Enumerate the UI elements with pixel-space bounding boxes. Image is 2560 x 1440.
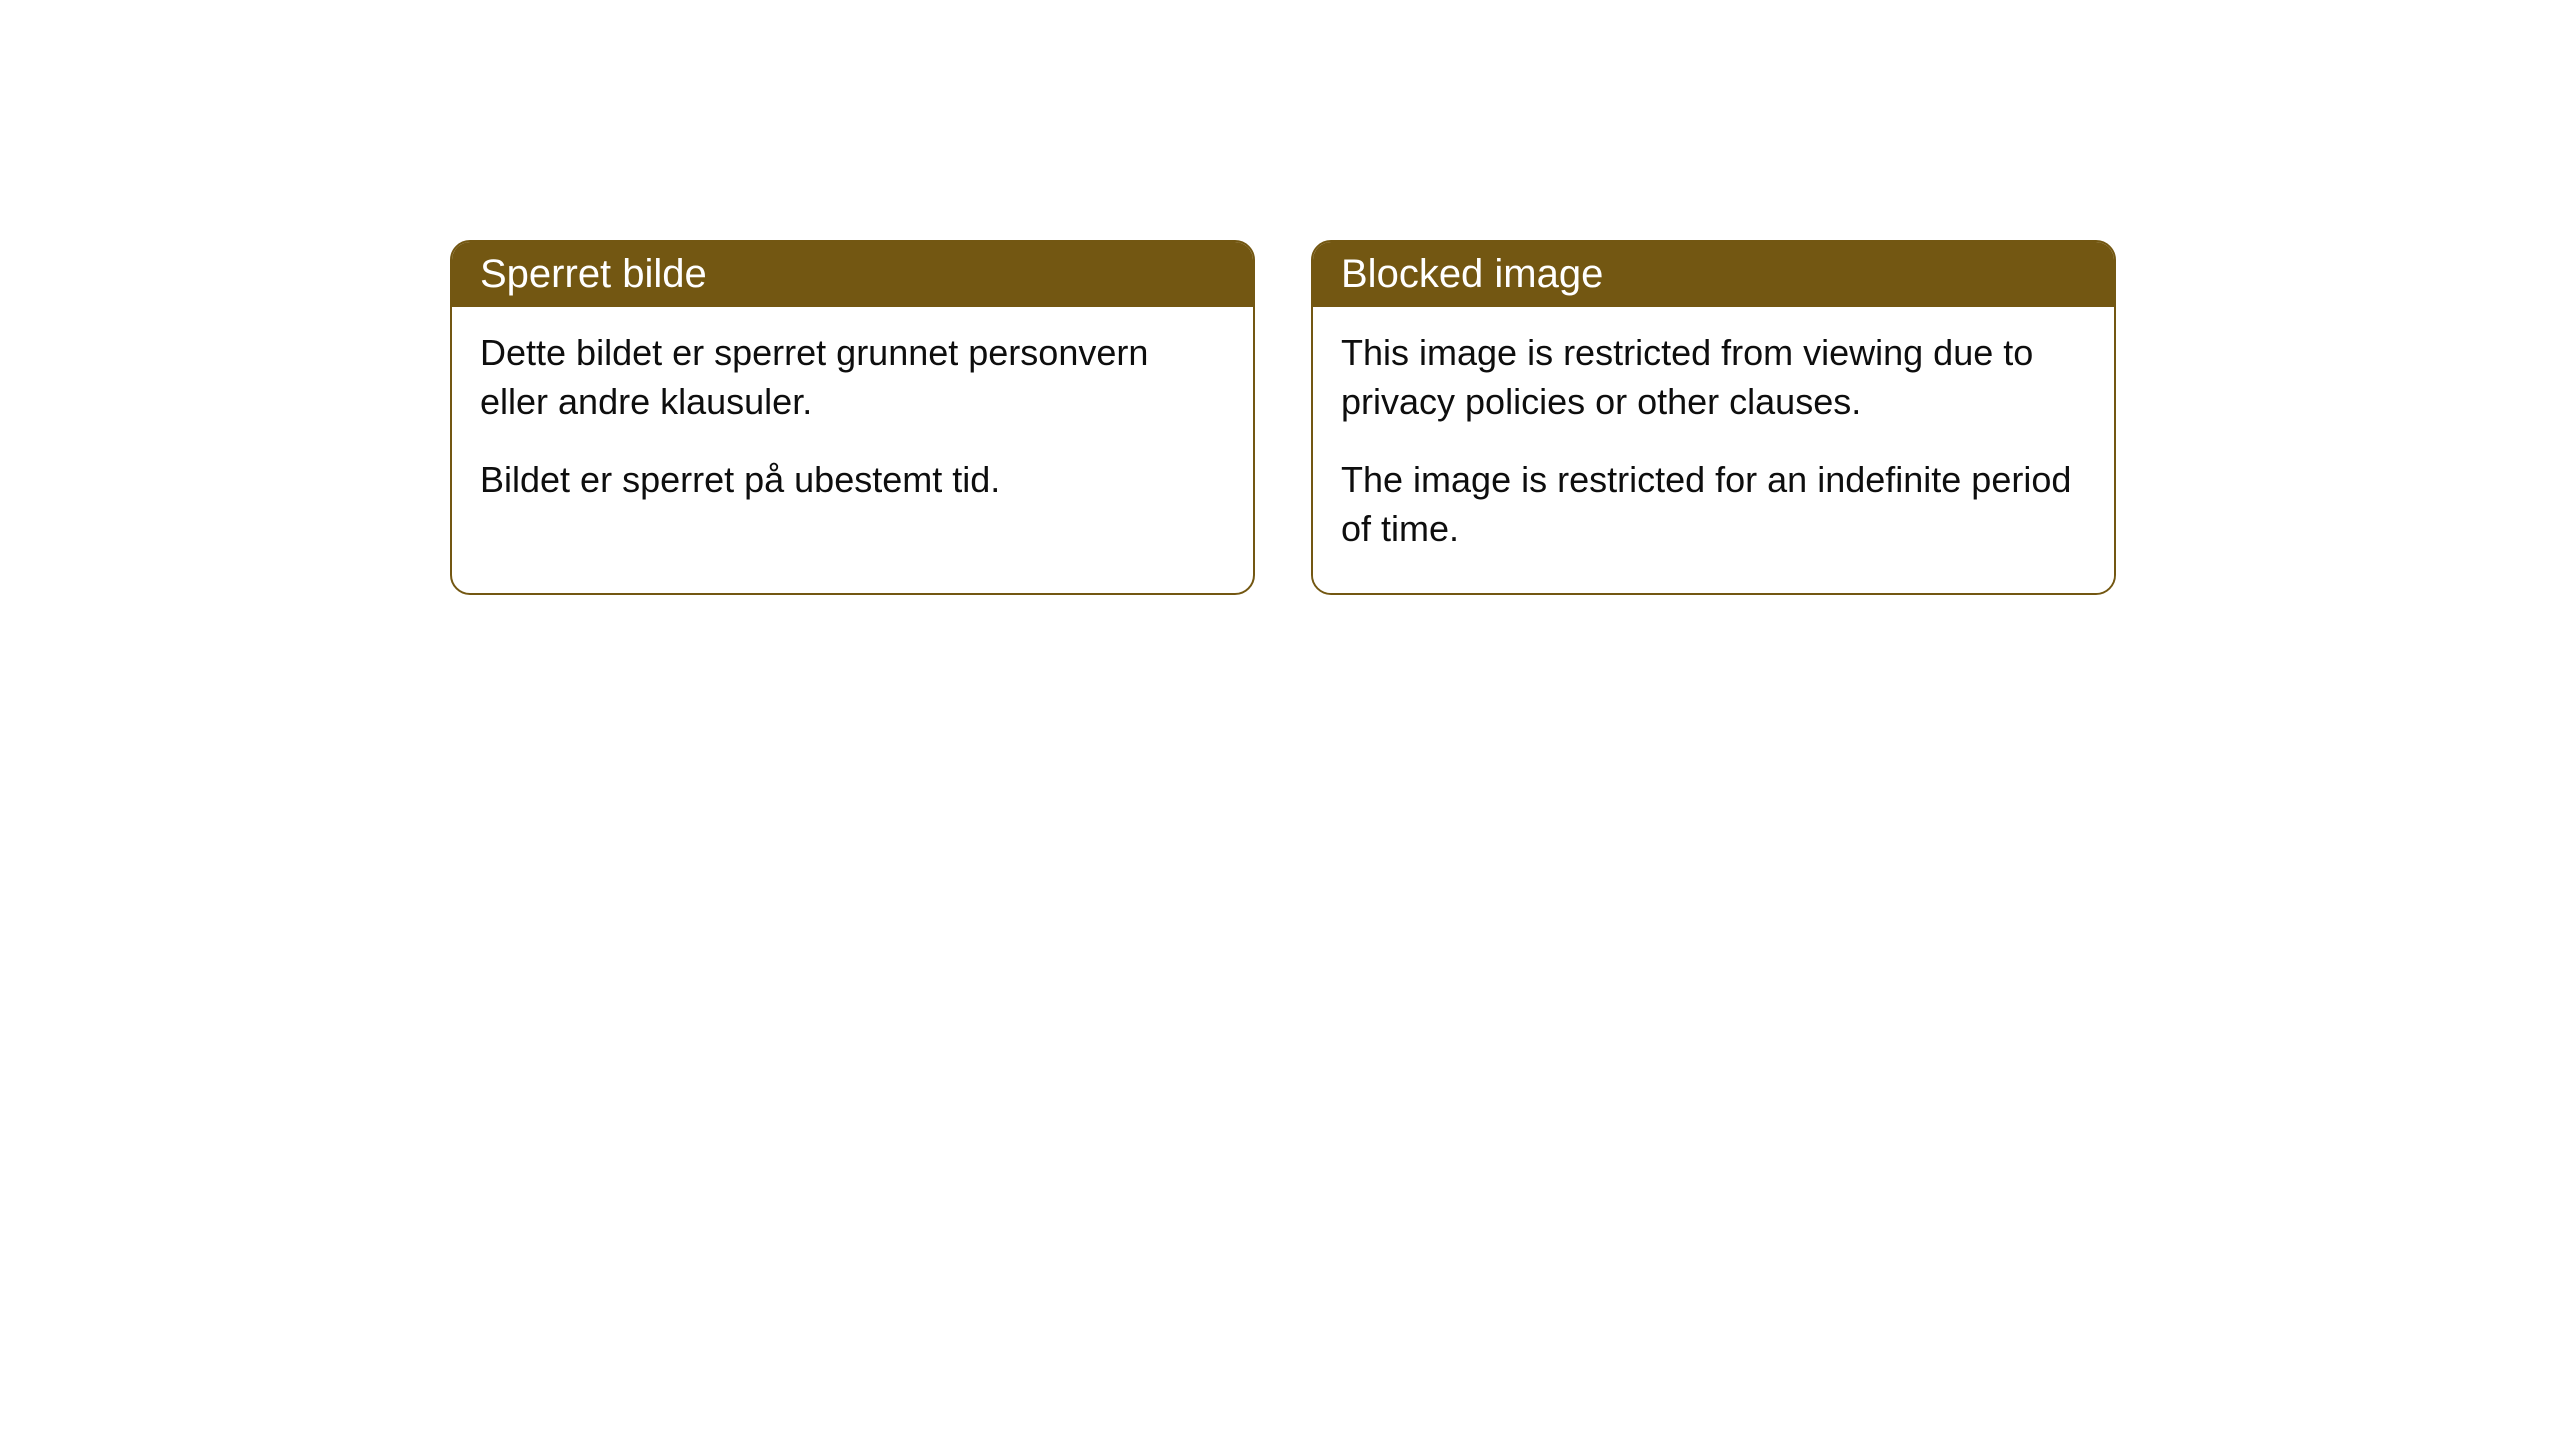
card-body: This image is restricted from viewing du…: [1313, 307, 2114, 593]
card-paragraph-2: The image is restricted for an indefinit…: [1341, 456, 2086, 553]
blocked-image-card-no: Sperret bilde Dette bildet er sperret gr…: [450, 240, 1255, 595]
card-paragraph-1: Dette bildet er sperret grunnet personve…: [480, 329, 1225, 426]
card-header: Sperret bilde: [452, 242, 1253, 307]
card-header: Blocked image: [1313, 242, 2114, 307]
card-paragraph-2: Bildet er sperret på ubestemt tid.: [480, 456, 1225, 505]
card-body: Dette bildet er sperret grunnet personve…: [452, 307, 1253, 545]
card-paragraph-1: This image is restricted from viewing du…: [1341, 329, 2086, 426]
blocked-image-card-en: Blocked image This image is restricted f…: [1311, 240, 2116, 595]
message-cards-container: Sperret bilde Dette bildet er sperret gr…: [450, 240, 2560, 595]
